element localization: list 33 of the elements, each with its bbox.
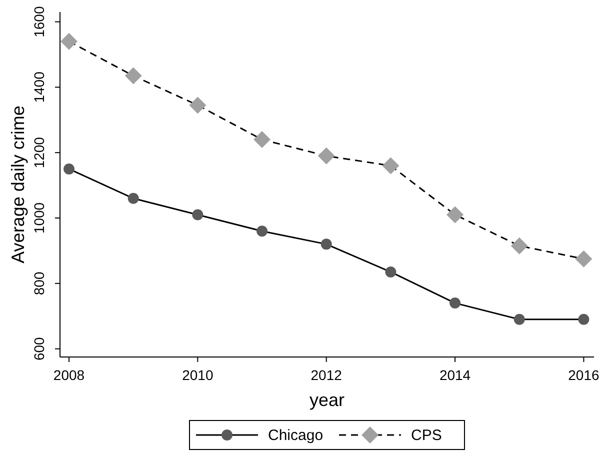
y-tick-label: 1600 (31, 6, 47, 38)
point (514, 314, 525, 325)
x-tick-label: 2010 (182, 366, 214, 383)
point (446, 206, 464, 224)
point (256, 226, 268, 237)
legend-label: CPS (411, 426, 442, 444)
x-tick-label: 2016 (568, 366, 600, 383)
point (60, 32, 78, 50)
point (128, 192, 139, 204)
legend-label: Chicago (268, 426, 324, 444)
y-tick-label: 800 (31, 272, 47, 296)
point (318, 147, 335, 164)
point (382, 157, 400, 174)
y-tick-label: 600 (31, 336, 47, 361)
y-tick-label: 1200 (31, 136, 47, 168)
point (578, 314, 590, 325)
y-tick-label: 1400 (31, 71, 47, 103)
point (254, 131, 271, 148)
point (64, 163, 75, 174)
point (189, 96, 206, 114)
point (510, 237, 528, 254)
y-tick-label: 1000 (31, 202, 47, 234)
x-tick-label: 2014 (439, 366, 471, 383)
y-axis-title: Average daily crime (8, 106, 28, 264)
point (575, 250, 592, 268)
x-tick-label: 2012 (310, 366, 342, 383)
point (124, 67, 142, 84)
point (450, 298, 461, 309)
point (385, 266, 396, 278)
point (192, 209, 204, 220)
x-axis-title: year (309, 390, 345, 410)
point (320, 238, 332, 250)
x-tick-label: 2008 (53, 366, 85, 383)
